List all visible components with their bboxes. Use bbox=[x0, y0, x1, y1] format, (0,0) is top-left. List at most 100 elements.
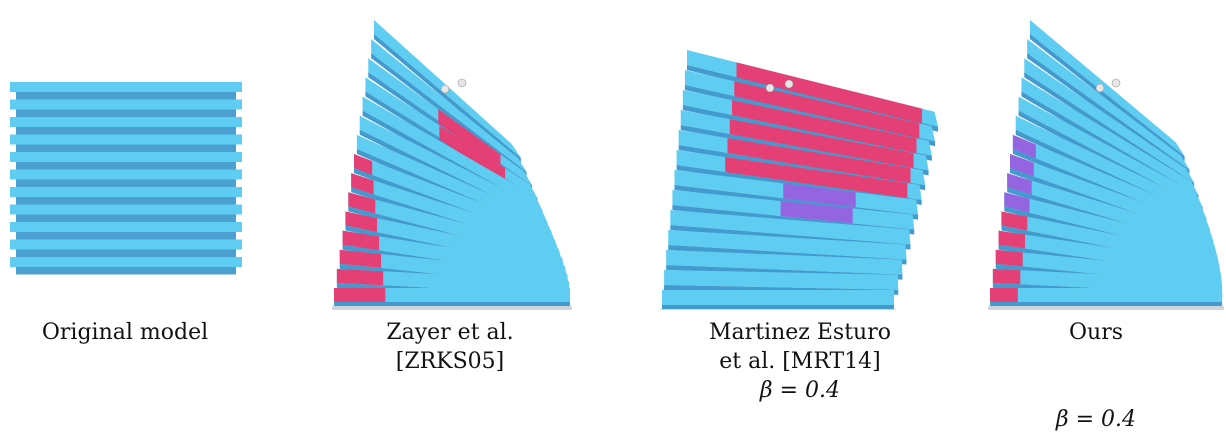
panel-original: Original model bbox=[0, 0, 250, 416]
slab-face bbox=[371, 39, 527, 172]
caption-zayer-line-1: Zayer et al. bbox=[386, 320, 514, 345]
slab-face bbox=[1030, 20, 1185, 157]
strain-region bbox=[725, 156, 908, 199]
caption-zayer-line-2: [ZRKS05] bbox=[395, 349, 505, 374]
slab-top bbox=[10, 117, 242, 127]
caption-martinez-beta: β = 0.4 bbox=[759, 378, 841, 403]
slab-gap bbox=[16, 232, 236, 240]
slab-gap bbox=[16, 267, 236, 275]
slab-face bbox=[1024, 58, 1195, 183]
slab-face bbox=[348, 192, 563, 263]
slab-gap bbox=[16, 179, 236, 187]
caption-original: Original model bbox=[0, 318, 250, 347]
constraint-handle bbox=[784, 79, 794, 89]
slab-edge bbox=[990, 302, 1222, 307]
strain-region bbox=[734, 81, 920, 139]
strain-region bbox=[1007, 173, 1032, 195]
slab-top bbox=[10, 222, 242, 232]
base-plate bbox=[988, 306, 1224, 310]
strain-region bbox=[1010, 154, 1034, 177]
slab-face bbox=[334, 288, 570, 302]
slab-face bbox=[354, 154, 556, 244]
strain-region bbox=[992, 268, 1021, 285]
slab-gap bbox=[16, 127, 236, 135]
original-model-render bbox=[10, 82, 242, 275]
slab-top bbox=[10, 99, 242, 110]
constraint-handle bbox=[1095, 83, 1105, 93]
slab-face bbox=[1004, 192, 1219, 260]
caption-ours-beta: β = 0.4 bbox=[1055, 407, 1137, 432]
slab-face bbox=[1021, 77, 1199, 196]
slab-face bbox=[992, 268, 1223, 295]
slab-face bbox=[1010, 154, 1214, 241]
caption-martinez: Martinez Esturo et al. [MRT14] β = 0.4 bbox=[640, 318, 960, 405]
strain-region bbox=[727, 138, 911, 184]
slab-face bbox=[1027, 39, 1190, 170]
base-plate bbox=[332, 306, 572, 310]
ours-deformed-render bbox=[988, 20, 1224, 310]
slab-face bbox=[670, 210, 911, 245]
strain-region bbox=[339, 249, 382, 269]
slab-face bbox=[666, 250, 903, 275]
slab-gap bbox=[16, 197, 236, 205]
slab-face bbox=[356, 134, 552, 233]
strain-region bbox=[998, 230, 1026, 249]
strain-region bbox=[351, 173, 374, 195]
slab-face bbox=[998, 230, 1222, 278]
caption-ours: Ours β = 0.4 bbox=[966, 318, 1226, 434]
strain-region bbox=[345, 211, 378, 233]
panel-ours: Ours β = 0.4 bbox=[966, 0, 1226, 432]
slab-face bbox=[990, 288, 1222, 302]
slab-top bbox=[10, 187, 242, 197]
strain-region bbox=[336, 268, 384, 286]
strain-region bbox=[1001, 211, 1028, 231]
slab-top bbox=[10, 204, 242, 215]
slab-face bbox=[662, 290, 894, 305]
slab-face bbox=[359, 115, 548, 222]
slab-face bbox=[345, 211, 565, 272]
caption-martinez-line-2: et al. [MRT14] bbox=[719, 349, 881, 374]
slab-gap bbox=[16, 249, 236, 257]
strain-region bbox=[1012, 134, 1036, 159]
strain-region bbox=[438, 109, 501, 169]
constraint-handle bbox=[1111, 78, 1121, 88]
strain-region bbox=[729, 119, 914, 169]
slab-gap bbox=[16, 144, 236, 152]
strain-region bbox=[990, 288, 1018, 302]
slab-face bbox=[351, 173, 560, 254]
zayer-deformed-render bbox=[332, 20, 572, 310]
martinez-deformed-render bbox=[660, 50, 939, 310]
slab-face bbox=[1001, 211, 1220, 270]
slab-top bbox=[10, 257, 242, 267]
slab-face bbox=[995, 249, 1222, 287]
slab-face bbox=[342, 230, 568, 280]
strain-region bbox=[439, 125, 506, 183]
base-plate bbox=[660, 309, 896, 310]
constraint-handle bbox=[457, 78, 467, 88]
slab-top bbox=[10, 169, 242, 180]
slab-top bbox=[10, 239, 242, 250]
constraint-handle bbox=[440, 84, 450, 94]
slab-gap bbox=[16, 162, 236, 170]
strain-region bbox=[736, 62, 923, 124]
slab-face bbox=[1007, 173, 1216, 251]
strain-region bbox=[780, 201, 853, 224]
constraint-handle bbox=[765, 83, 775, 93]
panel-zayer: Zayer et al. [ZRKS05] bbox=[320, 0, 580, 416]
slab-gap bbox=[16, 92, 236, 100]
slab-edge bbox=[334, 302, 570, 307]
slab-face bbox=[664, 270, 899, 290]
strain-region bbox=[1004, 192, 1030, 213]
slab-face bbox=[1018, 96, 1203, 208]
slab-top bbox=[10, 134, 242, 145]
slab-edge bbox=[374, 34, 521, 163]
slab-face bbox=[668, 230, 907, 260]
slab-top bbox=[10, 82, 242, 92]
caption-ours-line-1: Ours bbox=[1068, 320, 1123, 345]
slab-edge bbox=[662, 305, 894, 310]
panel-martinez: Martinez Esturo et al. [MRT14] β = 0.4 bbox=[640, 0, 960, 416]
strain-region bbox=[342, 230, 380, 251]
strain-region bbox=[334, 288, 386, 302]
slab-top bbox=[10, 152, 242, 162]
